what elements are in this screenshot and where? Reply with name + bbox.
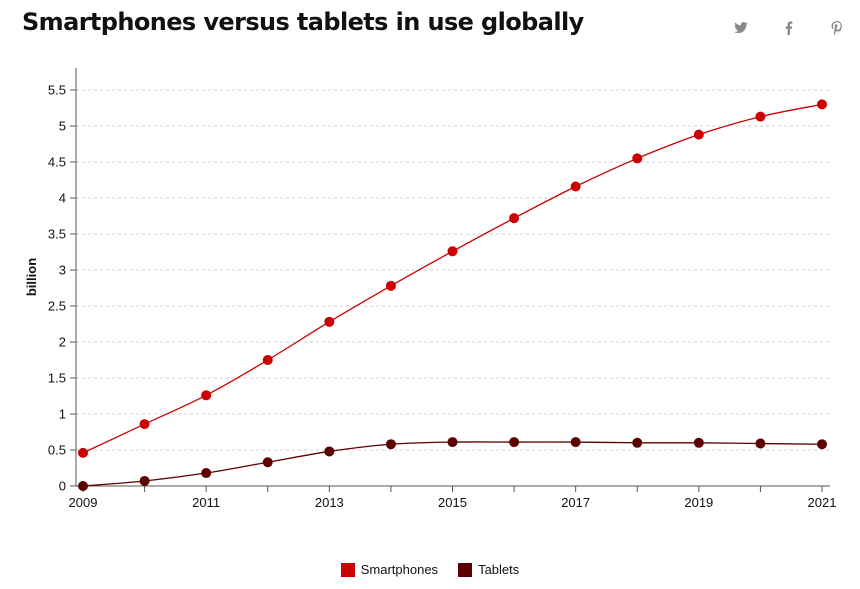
legend-swatch bbox=[458, 562, 473, 577]
y-axis-title: billion bbox=[24, 258, 39, 296]
smartphones-point bbox=[447, 246, 458, 257]
x-tick-label: 2009 bbox=[69, 495, 98, 510]
tablets-point bbox=[447, 437, 458, 448]
facebook-icon[interactable] bbox=[781, 20, 797, 36]
y-tick-label: 5 bbox=[59, 119, 66, 134]
tablets-line bbox=[82, 441, 823, 487]
tablets-point bbox=[385, 439, 396, 450]
x-tick-label: 2013 bbox=[315, 495, 344, 510]
y-tick-label: 2.5 bbox=[48, 299, 66, 314]
legend-item-smartphones[interactable]: Smartphones bbox=[340, 562, 439, 577]
y-tick-label: 3.5 bbox=[48, 227, 66, 242]
smartphones-line bbox=[82, 103, 823, 454]
legend-label: Smartphones bbox=[360, 562, 439, 577]
y-tick-label: 4.5 bbox=[48, 155, 66, 170]
x-tick-label: 2019 bbox=[684, 495, 713, 510]
y-tick-label: 4 bbox=[59, 191, 66, 206]
smartphones-point bbox=[201, 390, 212, 401]
smartphones-point bbox=[632, 153, 643, 164]
smartphones-point bbox=[139, 419, 150, 430]
smartphones-point bbox=[693, 129, 704, 140]
tablets-point bbox=[817, 439, 827, 450]
smartphones-point bbox=[262, 355, 273, 365]
smartphones-point bbox=[78, 447, 88, 458]
tablets-point bbox=[509, 437, 520, 448]
x-tick-label: 2015 bbox=[438, 495, 467, 510]
tablets-point bbox=[755, 438, 766, 449]
pinterest-icon[interactable] bbox=[829, 20, 845, 36]
tablets-point bbox=[632, 437, 643, 448]
chart-title: Smartphones versus tablets in use global… bbox=[22, 8, 584, 36]
tablets-point bbox=[78, 481, 88, 491]
tablets-point bbox=[693, 437, 704, 448]
y-tick-label: 0 bbox=[59, 479, 66, 494]
tablets-point bbox=[139, 475, 150, 486]
smartphones-point bbox=[817, 99, 827, 110]
smartphones-point bbox=[385, 280, 396, 291]
tablets-point bbox=[570, 437, 581, 448]
legend-label: Tablets bbox=[478, 562, 520, 577]
y-tick-label: 3 bbox=[59, 263, 66, 278]
smartphones-point bbox=[509, 213, 520, 224]
x-tick-label: 2011 bbox=[192, 495, 220, 510]
smartphones-point bbox=[324, 316, 335, 327]
y-tick-label: 2 bbox=[59, 335, 66, 350]
twitter-icon[interactable] bbox=[733, 20, 749, 36]
x-tick-label: 2017 bbox=[561, 495, 590, 510]
chart-legend: Smartphones Tablets bbox=[0, 562, 860, 577]
y-tick-label: 1 bbox=[59, 407, 66, 422]
y-tick-label: 0.5 bbox=[48, 443, 66, 458]
tablets-point bbox=[262, 457, 273, 468]
smartphones-point bbox=[570, 181, 581, 192]
smartphones-point bbox=[755, 111, 766, 122]
y-tick-label: 1.5 bbox=[48, 371, 66, 386]
legend-item-tablets[interactable]: Tablets bbox=[458, 562, 519, 577]
x-tick-label: 2021 bbox=[808, 495, 837, 510]
tablets-point bbox=[324, 446, 335, 457]
tablets-point bbox=[201, 468, 212, 479]
legend-swatch bbox=[340, 562, 355, 577]
y-tick-label: 5.5 bbox=[48, 83, 66, 98]
